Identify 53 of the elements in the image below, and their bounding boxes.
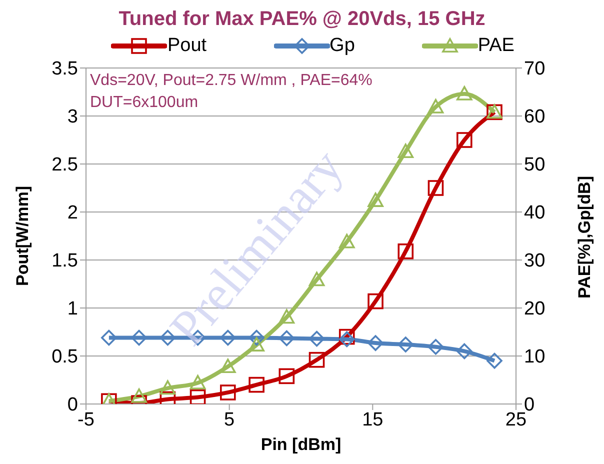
y2-tick-label: 20: [524, 298, 546, 320]
point: [220, 358, 236, 374]
point: [456, 132, 472, 148]
point: [456, 86, 472, 100]
y-tick-label: 1.5: [52, 250, 78, 272]
point: [308, 352, 325, 368]
point: [101, 330, 117, 346]
point: [131, 330, 147, 346]
point: [428, 98, 444, 114]
point: [131, 388, 147, 403]
y-tick-label: 1: [67, 298, 78, 320]
point: [278, 368, 295, 384]
point: [220, 384, 236, 400]
y-tick-label: 3.5: [52, 58, 78, 80]
legend-label: Gp: [330, 35, 355, 57]
y2-tick-label: 30: [524, 250, 546, 272]
point: [248, 376, 264, 393]
x-axis-title: Pin [dBm]: [260, 435, 342, 454]
legend-label: PAE: [478, 35, 514, 57]
y2-axis-title: PAE[%],Gp[dB]: [575, 176, 594, 298]
x-tick-label: 15: [362, 409, 384, 430]
point: [398, 336, 414, 352]
legend-label: Pout: [167, 35, 207, 57]
x-tick-label: -5: [78, 409, 94, 430]
chart-title: Tuned for Max PAE% @ 20Vds, 15 GHz: [118, 8, 486, 32]
y2-tick-label: 60: [524, 106, 546, 128]
y2-tick-label: 50: [524, 154, 546, 176]
y-tick-label: 0: [67, 394, 78, 416]
annotation: Vds=20V, Pout=2.75 W/mm , PAE=64%: [90, 71, 372, 91]
y-axis-title: Pout[W/mm]: [13, 186, 32, 286]
point: [398, 144, 414, 158]
point: [456, 343, 472, 360]
y2-tick-label: 0: [524, 394, 535, 416]
point: [160, 380, 176, 395]
point: [190, 374, 206, 390]
y2-tick-label: 10: [524, 346, 546, 368]
point: [428, 338, 444, 355]
y2-tick-label: 70: [524, 58, 546, 80]
y-tick-label: 2: [67, 202, 78, 224]
point: [368, 335, 384, 351]
annotation: DUT=6x100um: [90, 93, 200, 113]
y-tick-label: 0.5: [52, 346, 78, 368]
y-tick-label: 2.5: [52, 154, 78, 176]
y-tick-label: 3: [67, 106, 78, 128]
point: [428, 180, 444, 196]
point: [486, 352, 502, 369]
point: [398, 243, 414, 260]
y2-tick-label: 40: [524, 202, 546, 224]
x-tick-label: 5: [224, 409, 235, 430]
point: [190, 389, 206, 404]
point: [368, 192, 384, 207]
x-tick-label: 25: [505, 409, 527, 430]
point: [368, 293, 384, 310]
